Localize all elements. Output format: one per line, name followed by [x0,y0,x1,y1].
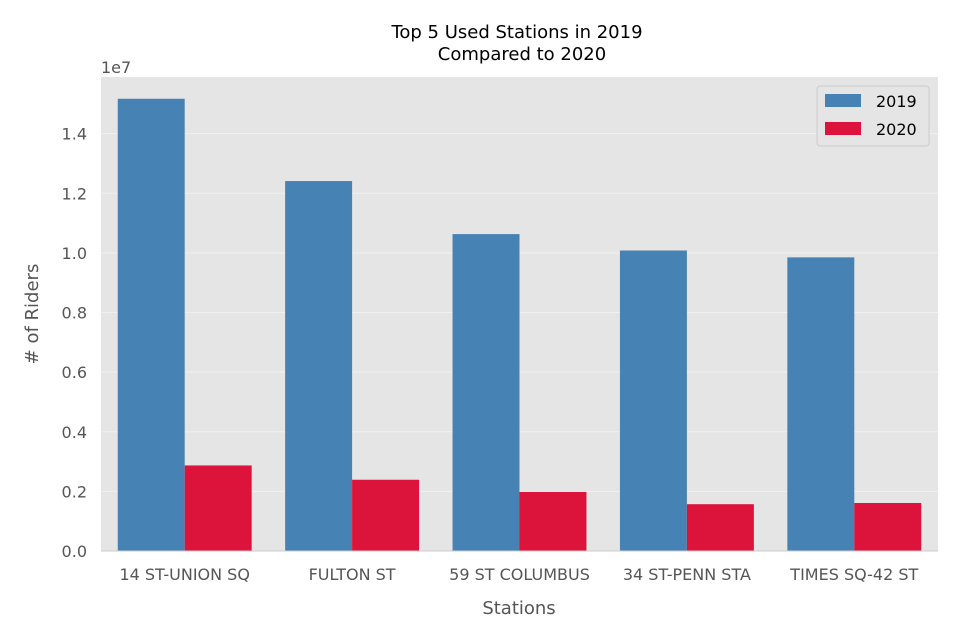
x-tick-label: 14 ST-UNION SQ [119,565,249,584]
y-tick-label: 1.0 [62,244,87,263]
bar-2019-3 [619,250,687,551]
y-tick-label: 0.6 [62,363,87,382]
bar-2019-4 [787,257,855,551]
y-tick-label: 0.8 [62,304,87,323]
y-tick-label: 0.4 [62,423,87,442]
legend-label-2020: 2020 [876,120,917,139]
y-tick-label: 0.0 [62,542,87,561]
legend: 2019 2020 [816,85,930,147]
x-tick-label: FULTON ST [309,565,396,584]
bar-2019-1 [285,181,353,551]
y-tick-label: 0.2 [62,482,87,501]
bar-2020-3 [686,504,754,551]
bar-2019-0 [117,98,185,551]
bar-2020-0 [184,465,252,551]
bars [117,98,922,552]
chart-title-line-2: Compared to 2020 [438,44,606,65]
legend-swatch-2019 [825,94,861,107]
y-axis-label: # of Riders [22,264,43,365]
y-axis-offset-label: 1e7 [101,58,131,77]
legend-swatch-2020 [825,122,861,135]
bar-2019-2 [452,234,520,552]
x-tick-label: 34 ST-PENN STA [623,565,751,584]
x-axis-label: Stations [482,598,555,619]
y-axis-ticks: 0.0 0.2 0.4 0.6 0.8 1.0 1.2 1.4 [62,125,87,561]
x-axis-ticks: 14 ST-UNION SQ FULTON ST 59 ST COLUMBUS 34 … [119,565,918,584]
bar-2020-2 [519,491,587,551]
x-tick-label: TIMES SQ-42 ST [789,565,918,584]
legend-label-2019: 2019 [876,92,917,111]
bar-2020-1 [352,479,420,551]
chart-title-line-1: Top 5 Used Stations in 2019 [390,22,642,43]
y-tick-label: 1.2 [62,184,87,203]
y-tick-label: 1.4 [62,125,87,144]
x-tick-label: 59 ST COLUMBUS [449,565,590,584]
bar-2020-4 [854,503,922,551]
